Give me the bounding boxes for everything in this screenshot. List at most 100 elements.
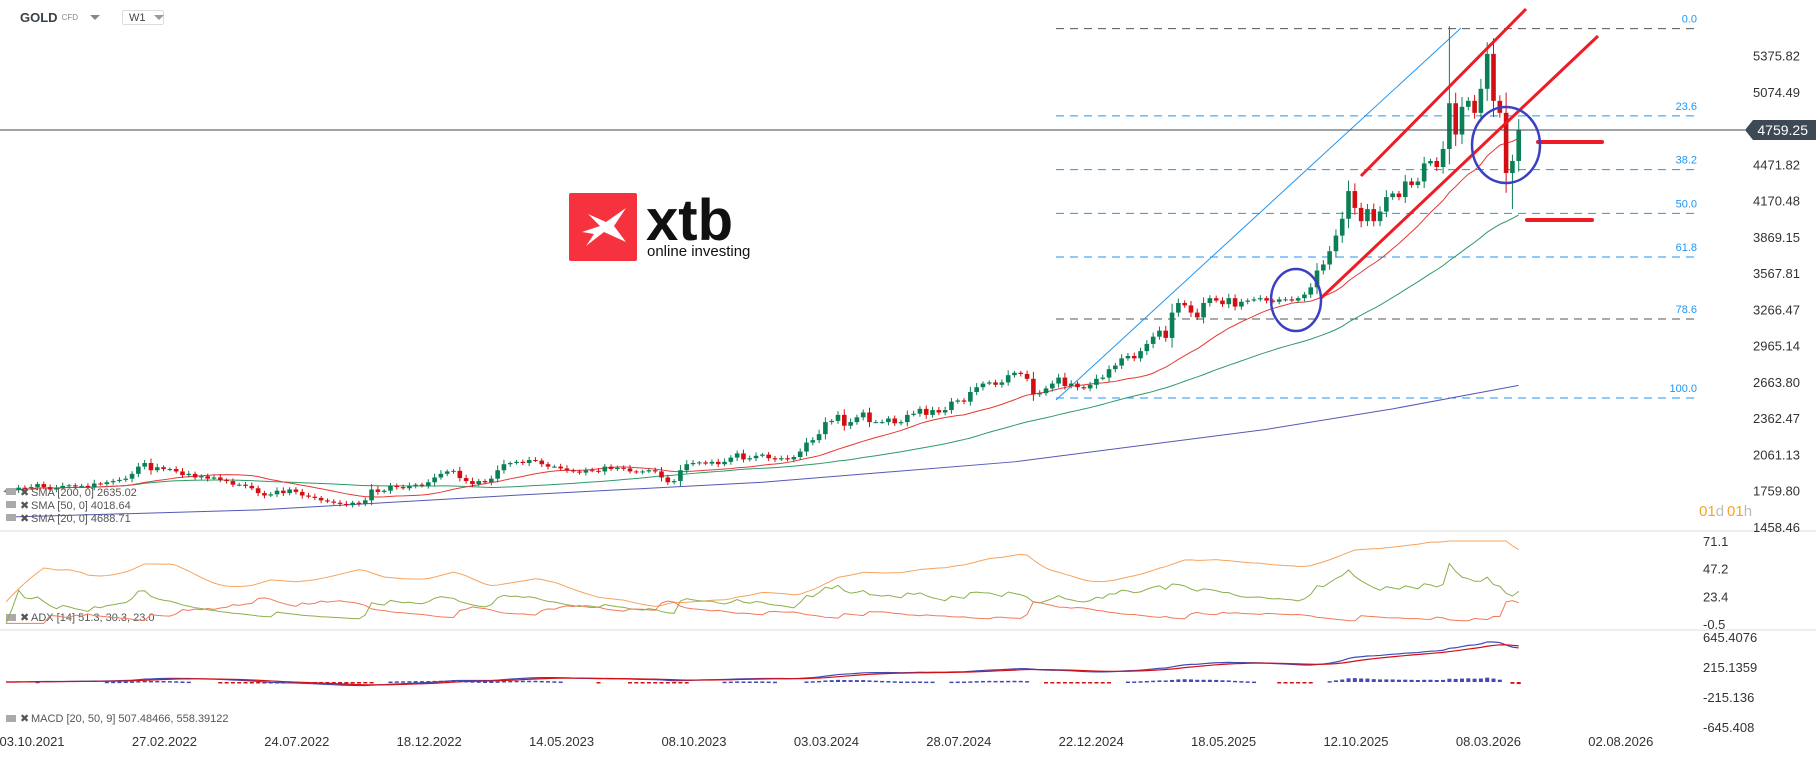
candle[interactable] (1384, 190, 1389, 218)
candle[interactable] (337, 500, 343, 507)
candle[interactable] (1358, 202, 1364, 228)
candle[interactable] (917, 406, 923, 417)
candle[interactable] (1113, 362, 1118, 373)
candle[interactable] (1491, 38, 1496, 118)
candle[interactable] (28, 484, 34, 491)
candle[interactable] (1163, 325, 1169, 342)
candle[interactable] (224, 478, 229, 484)
candle[interactable] (993, 379, 998, 388)
candle[interactable] (911, 410, 916, 417)
candle[interactable] (797, 448, 803, 460)
candle[interactable] (1138, 347, 1143, 362)
legend-adx[interactable]: ✖ ADX [14] 51.3, 30.3, 23.0 (6, 612, 155, 624)
candle[interactable] (117, 477, 122, 483)
date-axis[interactable]: 03.10.2021 27.02.2022 24.07.2022 18.12.2022… (0, 734, 1653, 749)
candle[interactable] (879, 419, 885, 424)
candle[interactable] (274, 487, 280, 498)
candle[interactable] (1333, 229, 1339, 258)
candle[interactable] (318, 495, 324, 504)
candle[interactable] (974, 383, 979, 396)
candle[interactable] (608, 464, 614, 471)
candle[interactable] (1068, 380, 1074, 389)
candle[interactable] (747, 455, 753, 462)
candle[interactable] (1094, 374, 1099, 389)
candle[interactable] (1440, 141, 1446, 174)
candle[interactable] (1270, 298, 1276, 304)
minus-di-line[interactable] (6, 597, 1519, 624)
candle[interactable] (753, 452, 759, 462)
candle[interactable] (236, 482, 242, 487)
candle[interactable] (810, 437, 816, 446)
candle[interactable] (1201, 297, 1206, 324)
candle[interactable] (1182, 300, 1187, 308)
candle[interactable] (501, 459, 507, 474)
candle[interactable] (1125, 352, 1131, 361)
candle[interactable] (344, 500, 349, 507)
candle[interactable] (722, 458, 727, 467)
candle[interactable] (671, 479, 677, 485)
candle[interactable] (66, 483, 72, 488)
candle[interactable] (331, 499, 337, 505)
candle[interactable] (161, 465, 166, 472)
candle[interactable] (1308, 283, 1314, 298)
candle[interactable] (514, 459, 519, 465)
candle[interactable] (312, 493, 318, 500)
candle[interactable] (1465, 97, 1471, 111)
candle[interactable] (1390, 191, 1395, 200)
candle[interactable] (287, 487, 292, 496)
candle[interactable] (1377, 206, 1383, 227)
candle[interactable] (489, 475, 494, 486)
channel-lower-line[interactable] (1318, 34, 1600, 301)
highlight-circle[interactable] (1470, 105, 1542, 185)
legend-sma200[interactable]: ✖ SMA [200, 0] 2635.02 (6, 487, 137, 499)
candle[interactable] (1037, 390, 1042, 397)
candle[interactable] (968, 386, 973, 406)
candle[interactable] (426, 479, 431, 489)
candle[interactable] (1232, 294, 1238, 311)
candle[interactable] (640, 469, 645, 475)
candle[interactable] (602, 463, 608, 476)
candle[interactable] (262, 490, 267, 499)
candle[interactable] (986, 380, 992, 386)
candle[interactable] (930, 406, 935, 418)
candle[interactable] (154, 463, 160, 473)
candle[interactable] (697, 461, 702, 466)
candle[interactable] (22, 485, 28, 490)
candle[interactable] (123, 475, 129, 482)
candle[interactable] (1049, 380, 1055, 392)
candle[interactable] (772, 455, 778, 462)
candle[interactable] (634, 470, 639, 474)
candle[interactable] (867, 407, 872, 428)
candle[interactable] (659, 466, 664, 482)
candle[interactable] (1302, 291, 1307, 302)
candle[interactable] (388, 482, 393, 494)
candle[interactable] (734, 450, 740, 462)
candle[interactable] (249, 482, 255, 491)
candle[interactable] (892, 415, 898, 426)
candle[interactable] (1352, 183, 1358, 215)
candle[interactable] (1472, 94, 1477, 119)
candle[interactable] (16, 485, 21, 493)
candle[interactable] (526, 456, 532, 467)
candle[interactable] (47, 484, 53, 492)
candle[interactable] (495, 465, 500, 483)
timeframe-dropdown[interactable]: W1 (122, 10, 164, 25)
candle[interactable] (558, 463, 563, 471)
candle[interactable] (1144, 340, 1150, 355)
candle[interactable] (703, 460, 708, 466)
fibonacci-retracement[interactable]: 0.0 23.6 38.2 50.0 61.8 78.6 100.0 (1056, 14, 1699, 399)
candle[interactable] (829, 418, 834, 425)
candle[interactable] (1169, 303, 1175, 348)
candle[interactable] (1484, 42, 1490, 101)
candle[interactable] (1428, 158, 1433, 166)
candle[interactable] (1245, 298, 1250, 305)
fibonacci-trend-line[interactable] (1055, 27, 1462, 401)
candle[interactable] (41, 481, 47, 490)
candle[interactable] (1503, 92, 1509, 193)
candle[interactable] (1314, 263, 1320, 295)
candle[interactable] (741, 449, 746, 463)
candle[interactable] (186, 470, 192, 478)
candle[interactable] (136, 462, 141, 478)
candle[interactable] (255, 485, 261, 497)
